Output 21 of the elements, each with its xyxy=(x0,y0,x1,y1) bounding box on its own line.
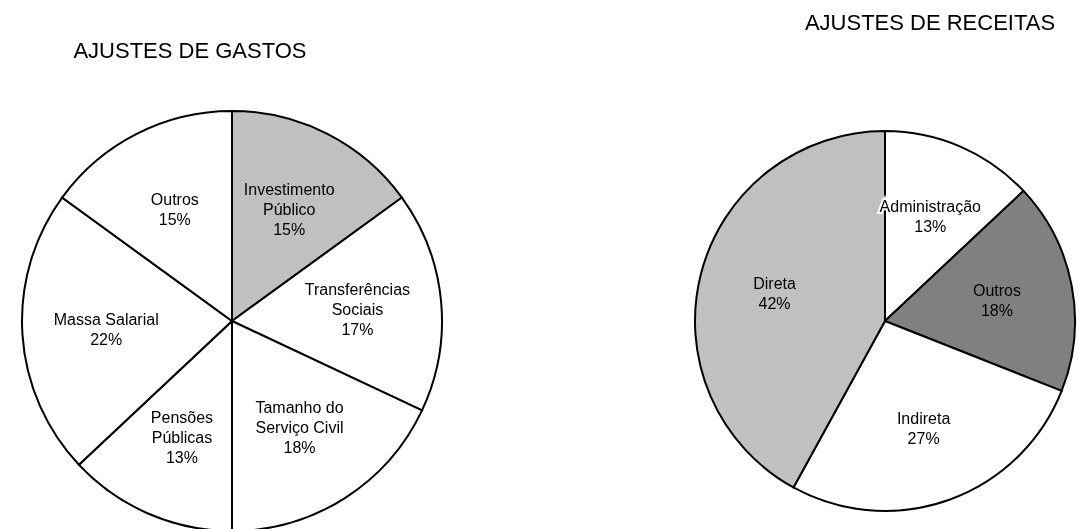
slice-label: Investimento Público xyxy=(243,180,335,218)
data-label: 22% xyxy=(90,330,123,348)
slice-label: Pensões Públicas xyxy=(150,408,214,446)
data-label: 18% xyxy=(283,438,316,456)
slice-label: Transferências Sociais xyxy=(304,280,411,318)
data-label: 17% xyxy=(341,320,374,338)
slice-label: Outros xyxy=(150,190,199,208)
slice-label: Massa Salarial xyxy=(53,310,159,328)
data-label: 13% xyxy=(165,448,198,466)
slice-label: Outros xyxy=(972,281,1021,299)
data-label: 15% xyxy=(273,220,306,238)
data-label: 18% xyxy=(980,301,1013,319)
data-label: 15% xyxy=(158,210,191,228)
data-label: 27% xyxy=(907,429,940,447)
slice-label: Direta xyxy=(753,274,797,292)
slice-label: Tamanho do Serviço Civil xyxy=(255,398,344,436)
chart-title: AJUSTES DE RECEITAS xyxy=(804,9,1056,35)
chart-title: AJUSTES DE GASTOS xyxy=(73,37,307,63)
data-label: 42% xyxy=(758,294,791,312)
data-label: 13% xyxy=(914,217,947,235)
slice-label: Indireta xyxy=(896,409,951,427)
